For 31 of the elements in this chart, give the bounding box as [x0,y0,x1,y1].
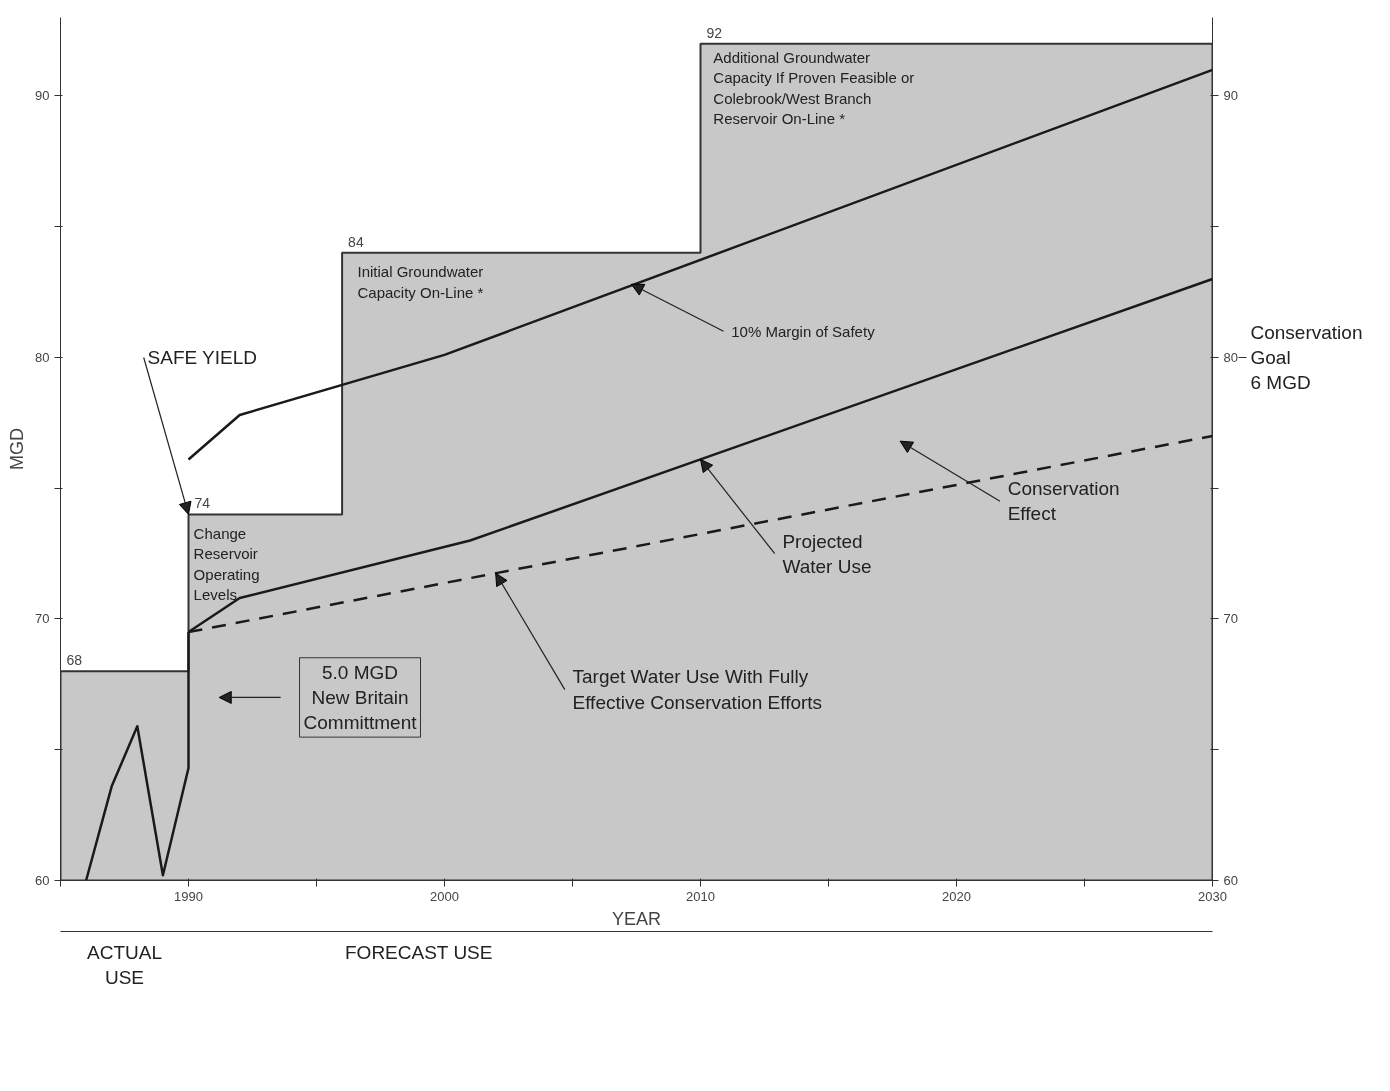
text: FORECAST USE [345,941,493,963]
y2-tick-label: 90 [1223,88,1238,104]
y2-tick-label: 60 [1223,873,1238,888]
annotation: Target Water Use With Fully Effective Conservation Efforts [572,666,823,713]
y2-tick-label: 70 [1223,611,1238,627]
annotation: Initial Groundwater Capacity On-Line * [357,263,484,301]
x-tick-label: 2020 [942,888,971,904]
data-label: 84 [348,233,364,250]
annotation: Additional Groundwater Capacity If Proven Feasible or Colebrook/West Branch Reservoir On-Line * [713,48,915,128]
y-tick-label: 80 [35,349,50,365]
x-axis-title: YEAR [611,908,662,929]
annotation: 5.0 MGD New Britain Committment [303,661,418,734]
annotation: SAFE YIELD [147,346,258,368]
annotation: Conservation Effect [1007,478,1120,525]
y-tick-label: 70 [35,611,50,627]
text: ACTUAL USE [87,941,162,988]
y-tick-label: 60 [35,873,50,888]
annotation: 10% Margin of Safety [731,322,876,340]
x-tick-label: 2000 [430,888,459,904]
data-label: 92 [706,24,723,41]
text: Conservation Goal 6 MGD [1250,321,1363,394]
annotation: Projected Water Use [782,530,872,577]
x-tick-label: 2010 [686,888,715,904]
y-tick-label: 90 [35,88,50,104]
data-label: 74 [194,495,211,512]
x-tick-label: 2030 [1198,888,1227,904]
x-tick-label: 1990 [174,888,203,904]
annotation: Change Reservoir Operating Levels [193,524,260,604]
y-axis-title: MGD [7,428,28,470]
y2-tick-label: 80 [1223,349,1238,365]
data-label: 68 [66,652,83,669]
